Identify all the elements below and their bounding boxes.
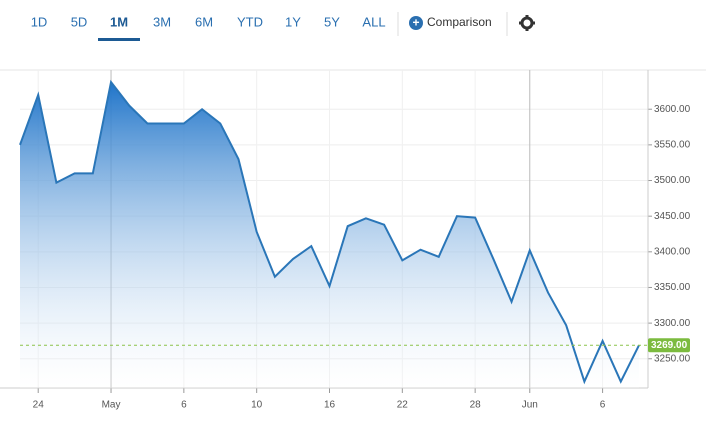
active-underline [98, 38, 140, 41]
current-price-label: 3269.00 [651, 340, 688, 351]
comparison-icon[interactable] [409, 16, 423, 30]
range-button[interactable]: YTD [237, 14, 263, 29]
plus: + [412, 16, 419, 30]
x-tick-label: 24 [33, 400, 45, 411]
y-tick-label: 3500.00 [654, 175, 691, 186]
x-tick-label: 28 [470, 400, 482, 411]
x-tick-label: May [102, 400, 121, 411]
range-button[interactable]: 1D [31, 14, 48, 29]
y-tick-label: 3400.00 [654, 246, 691, 257]
comparison-button[interactable]: Comparison [427, 15, 492, 29]
line [19, 79, 640, 385]
range-button[interactable]: 5Y [324, 14, 340, 29]
range-button[interactable]: 3M [153, 14, 171, 29]
x-tick-label: 22 [397, 400, 409, 411]
range-button[interactable]: 1Y [285, 14, 301, 29]
x-tick-label: Jun [522, 400, 538, 411]
range-button[interactable]: 5D [71, 14, 88, 29]
plot: 3250.00 3300.00 3350.00 3400.00 3450.00 3500.… [0, 69, 706, 411]
x-tick-label: 6 [600, 400, 606, 411]
range-button[interactable]: 1M [110, 14, 128, 29]
x-tick-label: 6 [181, 400, 187, 411]
toolbar: 1D 5D 1M 3M 6M YTD 1Y 5Y ALL [31, 14, 386, 41]
range-button[interactable]: ALL [362, 14, 385, 29]
current-price-box [648, 338, 690, 353]
y-tick-label: 3250.00 [654, 353, 691, 364]
settings-icon[interactable] [519, 15, 535, 31]
y-tick-label: 3450.00 [654, 211, 691, 222]
range-button[interactable]: 6M [195, 14, 213, 29]
y-tick-label: 3550.00 [654, 140, 691, 151]
x-tick-label: 10 [251, 400, 263, 411]
area [20, 82, 639, 388]
y-tick-label: 3350.00 [654, 282, 691, 293]
y-tick-label: 3600.00 [654, 104, 691, 115]
y-tick-label: 3300.00 [654, 318, 691, 329]
x-tick-label: 16 [324, 400, 336, 411]
